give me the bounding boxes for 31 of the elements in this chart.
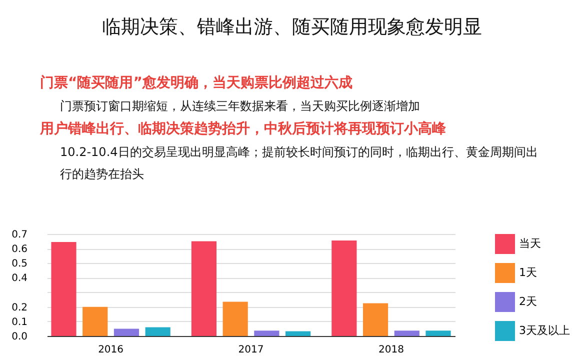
- y-tick-label: 0.7: [12, 230, 28, 240]
- bar: [145, 327, 170, 336]
- bar: [394, 330, 420, 336]
- chart-title: 临期决策、错峰出游、随买随用现象愈发明显: [102, 16, 482, 38]
- x-tick-label: 2017: [238, 344, 264, 356]
- text: 门票预订窗口期缩短，从连续三年数据来看，当天购买比例逐渐增加: [60, 99, 420, 113]
- bar: [82, 306, 108, 336]
- bar: [286, 331, 311, 336]
- bar: [254, 330, 280, 336]
- y-tick-label: 0.0: [12, 332, 28, 342]
- bar: [332, 240, 357, 336]
- y-tick-label: 0.1: [12, 316, 28, 328]
- bar: [222, 302, 248, 336]
- y-tick-label: 0.4: [12, 273, 28, 284]
- legend-label: 1天: [519, 266, 537, 279]
- legend-label: 3天及以上: [519, 324, 570, 337]
- text: 10.2-10.4日的交易呈现出明显高峰；提前较长时间预订的同时，临期出行、黄金周期间出行的趋势在抬头: [60, 145, 538, 181]
- bar: [114, 328, 140, 336]
- bar: [191, 241, 216, 336]
- legend-label: 2天: [519, 295, 537, 308]
- text: 用户错峰出行、临期决策趋势抬升，中秋后预计将再现预订小高峰: [39, 120, 447, 137]
- bar: [51, 242, 76, 336]
- y-tick-label: 0.5: [12, 258, 28, 270]
- x-tick-label: 2016: [98, 344, 124, 356]
- y-tick-label: 0.6: [12, 244, 28, 256]
- bar: [426, 330, 451, 336]
- bar: [362, 303, 388, 336]
- text: 门票“随买随用”愈发明确，当天购票比例超过六成: [40, 74, 352, 91]
- x-tick-label: 2018: [378, 344, 404, 356]
- y-tick-label: 0.2: [12, 302, 28, 314]
- legend-label: 当天: [519, 237, 541, 250]
